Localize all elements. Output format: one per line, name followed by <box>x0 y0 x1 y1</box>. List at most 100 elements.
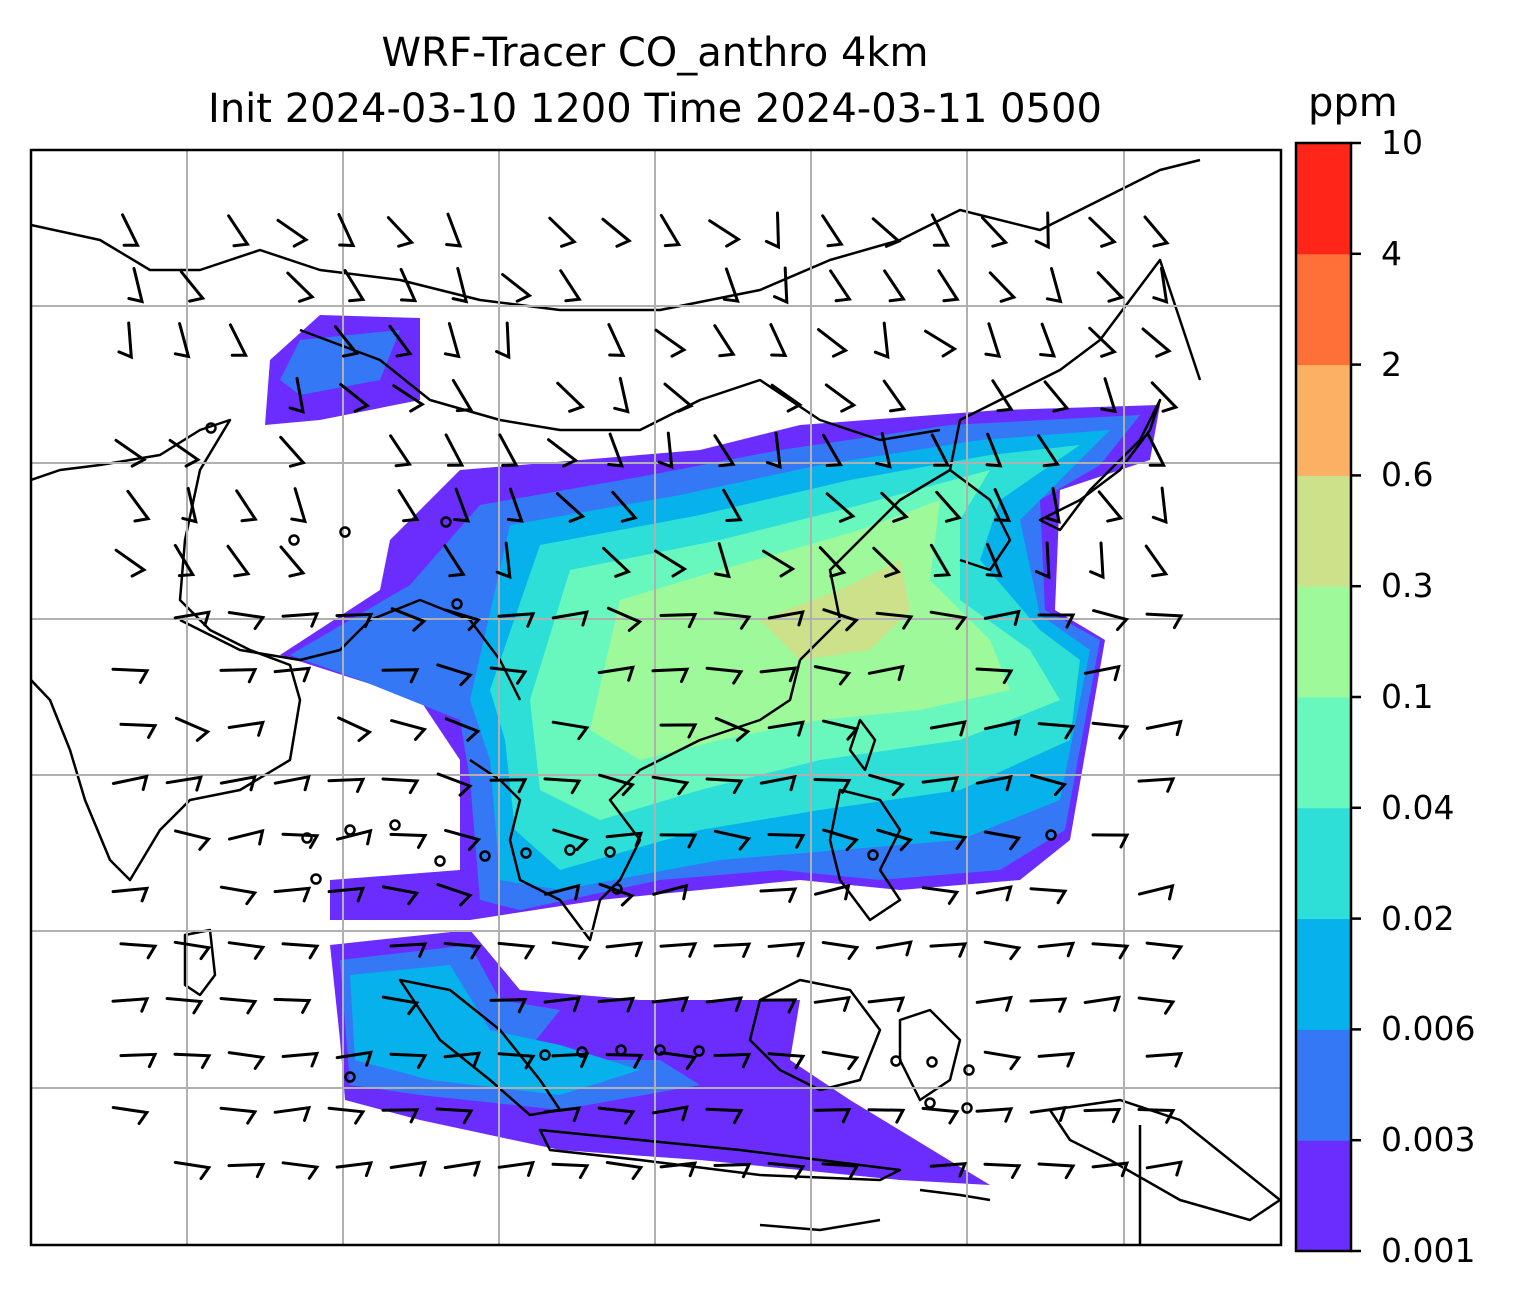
wind-barb <box>983 940 1022 961</box>
wind-barb <box>443 942 482 960</box>
wind-barb <box>814 883 851 901</box>
wind-barb <box>390 607 427 632</box>
wind-barb <box>654 328 687 358</box>
wind-barb <box>436 772 473 797</box>
wind-barb <box>602 546 632 578</box>
wind-barb <box>227 214 250 248</box>
wind-barb <box>1137 996 1176 1015</box>
wind-barb <box>983 1162 1022 1179</box>
coastline-borneo <box>748 978 882 1092</box>
wind-barb <box>882 379 907 413</box>
wind-barb <box>598 773 636 797</box>
calm-wind-circle <box>693 1045 705 1057</box>
wind-barb <box>444 608 482 632</box>
wind-barb <box>651 996 690 1013</box>
wind-barb <box>451 267 469 304</box>
wind-barb <box>921 1106 960 1125</box>
wind-barb <box>767 610 805 627</box>
wind-barb <box>1029 1105 1067 1122</box>
coastline-philippines <box>828 788 902 922</box>
wind-barb <box>552 828 590 852</box>
wind-barb <box>1145 941 1184 960</box>
wind-barb <box>117 321 133 360</box>
wind-barb <box>975 774 1013 792</box>
wind-barb <box>392 384 426 413</box>
wind-barb <box>290 487 308 524</box>
wind-barb <box>389 434 412 468</box>
wind-barb <box>436 883 473 907</box>
wind-barb <box>501 273 533 303</box>
plume-layer-7 <box>760 560 910 660</box>
calm-wind-circle <box>963 1064 975 1076</box>
wind-barb <box>281 942 320 960</box>
colorbar-tick-label: 0.3 <box>1381 566 1434 606</box>
wind-barb <box>337 213 356 248</box>
wind-barb <box>821 941 860 960</box>
colorbar-tick-label: 0.02 <box>1381 898 1455 938</box>
wind-barb <box>759 998 798 1014</box>
wind-barb <box>444 433 465 467</box>
wind-barb <box>659 213 682 248</box>
wind-barb <box>1152 266 1169 304</box>
wind-barb <box>975 995 1013 1012</box>
wind-barb <box>605 1161 644 1180</box>
colorbar-segment <box>1296 1140 1351 1252</box>
calm-wind-circle <box>310 873 322 885</box>
wind-barb <box>605 941 644 958</box>
wind-barb <box>598 882 635 907</box>
wind-barb <box>813 1108 852 1124</box>
wind-barb <box>705 666 744 685</box>
wind-barb <box>1137 777 1176 793</box>
wind-barb <box>119 942 158 960</box>
wind-barb <box>390 719 428 741</box>
wind-barb <box>975 1107 1014 1123</box>
wind-barb <box>386 216 415 248</box>
wind-barb <box>281 1161 320 1180</box>
wind-barb <box>543 996 582 1013</box>
wind-barb <box>1037 1162 1076 1180</box>
wind-barb <box>651 1105 689 1122</box>
wind-barb <box>597 665 635 682</box>
wind-barb <box>659 723 698 739</box>
colorbar-frame <box>1294 141 1353 1253</box>
wind-barb <box>759 666 798 683</box>
calm-wind-circle <box>539 1049 551 1061</box>
wind-barb <box>713 1052 752 1069</box>
wind-barb <box>983 1050 1022 1071</box>
wind-barb <box>273 1105 312 1122</box>
wind-barb <box>227 1162 266 1179</box>
coastline-india <box>31 418 302 882</box>
wind-barb <box>497 612 536 628</box>
wind-barb <box>445 212 463 248</box>
wind-barb <box>1150 381 1179 413</box>
wind-barb <box>875 611 914 630</box>
wind-barb <box>443 1160 481 1177</box>
wind-barb <box>279 435 307 468</box>
wind-barb <box>495 321 511 360</box>
wind-barb <box>173 940 212 961</box>
wind-barb <box>559 269 582 303</box>
wind-barb <box>489 778 528 794</box>
colorbar-segment <box>1296 918 1351 1030</box>
wind-barb <box>547 438 579 468</box>
calm-wind-circle <box>926 1056 938 1068</box>
plume-layer-2 <box>280 330 400 395</box>
wind-barb <box>111 1106 150 1125</box>
wind-barb <box>335 612 374 629</box>
wind-barb <box>875 940 913 957</box>
wind-barb <box>1043 380 1070 413</box>
wind-barb <box>444 717 481 742</box>
wind-barb <box>381 1108 420 1124</box>
wind-barb <box>817 328 849 358</box>
wind-barb <box>443 544 466 578</box>
wind-barb <box>829 269 852 303</box>
coastline-korea <box>949 469 1012 572</box>
wind-barbs <box>111 211 1184 1181</box>
wind-barb <box>611 490 638 523</box>
wind-barb <box>873 321 890 360</box>
border-russia <box>31 158 1201 312</box>
wind-barb <box>279 545 306 578</box>
colorbar-segment <box>1296 364 1351 476</box>
wind-barb <box>722 267 740 303</box>
wind-barb <box>1037 434 1060 468</box>
